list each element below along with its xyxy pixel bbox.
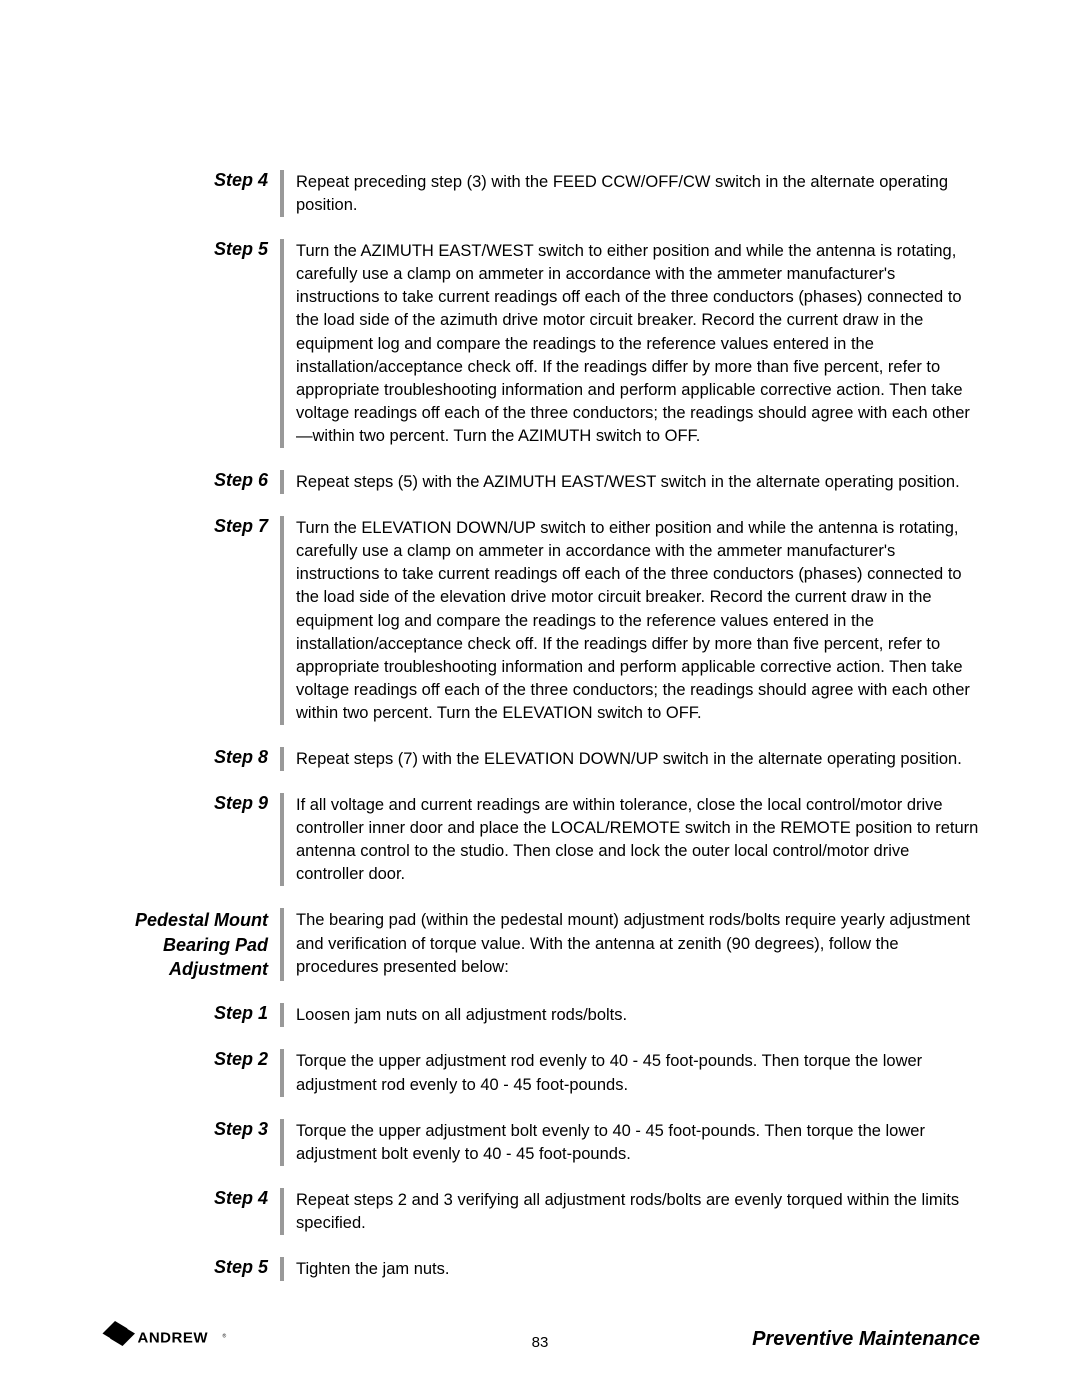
step-row: Step 4 Repeat preceding step (3) with th… [100, 170, 980, 217]
step-label: Step 2 [214, 1049, 268, 1069]
step-label-column: Step 3 [100, 1119, 280, 1166]
step-label: Step 5 [214, 239, 268, 259]
step-divider [280, 747, 284, 771]
step-label-column: Step 9 [100, 793, 280, 886]
step-row: Step 5 Turn the AZIMUTH EAST/WEST switch… [100, 239, 980, 448]
page-number: 83 [532, 1334, 549, 1351]
step-label: Step 7 [214, 516, 268, 536]
step-body: Torque the upper adjustment bolt evenly … [296, 1119, 980, 1166]
step-label: Step 4 [214, 170, 268, 190]
step-label: Step 6 [214, 470, 268, 490]
step-body: Repeat preceding step (3) with the FEED … [296, 170, 980, 217]
page-content: Step 4 Repeat preceding step (3) with th… [100, 170, 980, 1351]
step-divider [280, 908, 284, 981]
step-label-column: Step 6 [100, 470, 280, 494]
andrew-logo-icon: ANDREW ® [100, 1316, 230, 1351]
step-body: Loosen jam nuts on all adjustment rods/b… [296, 1003, 980, 1027]
step-label: Step 5 [214, 1257, 268, 1277]
step-divider [280, 1119, 284, 1166]
step-divider [280, 470, 284, 494]
step-body: Tighten the jam nuts. [296, 1257, 980, 1281]
step-label: Step 3 [214, 1119, 268, 1139]
section-heading: Pedestal Mount Bearing Pad Adjustment [100, 908, 268, 981]
step-label-column: Step 4 [100, 170, 280, 217]
step-divider [280, 1003, 284, 1027]
step-label: Step 8 [214, 747, 268, 767]
step-row: Step 4 Repeat steps 2 and 3 verifying al… [100, 1188, 980, 1235]
step-label: Step 9 [214, 793, 268, 813]
step-row: Step 5 Tighten the jam nuts. [100, 1257, 980, 1281]
step-row: Step 6 Repeat steps (5) with the AZIMUTH… [100, 470, 980, 494]
step-row: Step 1 Loosen jam nuts on all adjustment… [100, 1003, 980, 1027]
step-label-column: Step 1 [100, 1003, 280, 1027]
step-row: Step 7 Turn the ELEVATION DOWN/UP switch… [100, 516, 980, 725]
step-divider [280, 516, 284, 725]
step-divider [280, 239, 284, 448]
step-label: Step 4 [214, 1188, 268, 1208]
step-body: Turn the AZIMUTH EAST/WEST switch to eit… [296, 239, 980, 448]
step-divider [280, 1188, 284, 1235]
step-divider [280, 1049, 284, 1096]
step-divider [280, 1257, 284, 1281]
step-row: Step 2 Torque the upper adjustment rod e… [100, 1049, 980, 1096]
footer-section-title: Preventive Maintenance [752, 1328, 980, 1351]
section-heading-row: Pedestal Mount Bearing Pad Adjustment Th… [100, 908, 980, 981]
step-body: Torque the upper adjustment rod evenly t… [296, 1049, 980, 1096]
step-label-column: Step 4 [100, 1188, 280, 1235]
step-label-column: Step 5 [100, 1257, 280, 1281]
step-row: Step 3 Torque the upper adjustment bolt … [100, 1119, 980, 1166]
section-heading-column: Pedestal Mount Bearing Pad Adjustment [100, 908, 280, 981]
step-divider [280, 793, 284, 886]
step-body: Repeat steps (7) with the ELEVATION DOWN… [296, 747, 980, 771]
svg-text:ANDREW: ANDREW [138, 1330, 209, 1347]
step-row: Step 9 If all voltage and current readin… [100, 793, 980, 886]
page-footer: ANDREW ® 83 Preventive Maintenance [100, 1316, 980, 1351]
step-divider [280, 170, 284, 217]
section-intro: The bearing pad (within the pedestal mou… [296, 908, 980, 981]
logo: ANDREW ® [100, 1316, 230, 1351]
step-label-column: Step 5 [100, 239, 280, 448]
step-body: Repeat steps 2 and 3 verifying all adjus… [296, 1188, 980, 1235]
step-label-column: Step 2 [100, 1049, 280, 1096]
svg-text:®: ® [223, 1333, 227, 1340]
step-row: Step 8 Repeat steps (7) with the ELEVATI… [100, 747, 980, 771]
step-label: Step 1 [214, 1003, 268, 1023]
step-body: If all voltage and current readings are … [296, 793, 980, 886]
step-label-column: Step 8 [100, 747, 280, 771]
step-label-column: Step 7 [100, 516, 280, 725]
step-body: Repeat steps (5) with the AZIMUTH EAST/W… [296, 470, 980, 494]
step-body: Turn the ELEVATION DOWN/UP switch to eit… [296, 516, 980, 725]
